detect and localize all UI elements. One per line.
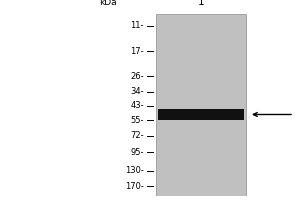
Text: kDa: kDa	[99, 0, 117, 7]
Text: 11-: 11-	[130, 21, 144, 30]
Text: 26-: 26-	[130, 72, 144, 81]
Text: 130-: 130-	[125, 166, 144, 175]
Text: 17-: 17-	[130, 47, 144, 56]
Bar	[158, 109, 244, 120]
Text: 72-: 72-	[130, 131, 144, 140]
Text: 43-: 43-	[130, 101, 144, 110]
Text: 170-: 170-	[125, 182, 144, 191]
Text: 55-: 55-	[130, 116, 144, 125]
Text: 95-: 95-	[130, 148, 144, 157]
Text: 1: 1	[198, 0, 204, 7]
Text: 34-: 34-	[130, 87, 144, 96]
Bar	[156, 14, 246, 196]
